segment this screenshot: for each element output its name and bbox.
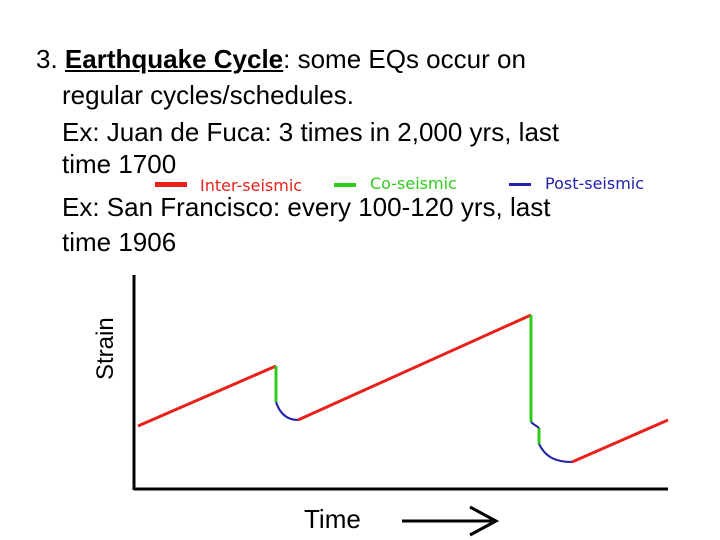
post-seismic-curve-1 — [275, 401, 299, 421]
slide-text: 3. Earthquake Cycle: some EQs occur on r… — [36, 43, 560, 257]
legend-item-post-seismic: Post-seismic — [509, 174, 644, 193]
legend-swatch-co-seismic — [334, 183, 356, 187]
item-number: 3. — [36, 44, 58, 74]
example-san-francisco-cont: time 1906 — [62, 227, 177, 257]
legend-item-inter-seismic: Inter-seismic — [155, 176, 302, 195]
inter-seismic-segment-3 — [571, 418, 669, 464]
inter-seismic-segment-2 — [297, 313, 532, 422]
legend-label-inter-seismic: Inter-seismic — [200, 176, 302, 195]
line1-rest: : some EQs occur on — [283, 44, 526, 74]
x-axis-label: Time — [304, 504, 361, 534]
earthquake-cycle-term: Earthquake Cycle — [64, 44, 284, 74]
legend-label-post-seismic: Post-seismic — [545, 174, 644, 193]
legend-item-co-seismic: Co-seismic — [334, 174, 457, 193]
legend-swatch-post-seismic — [509, 183, 531, 186]
bullet-line-1: 3. Earthquake Cycle: some EQs occur on — [36, 43, 526, 75]
legend: Inter-seismic Co-seismic Post-seismic — [155, 174, 644, 195]
example-san-francisco: Ex: San Francisco: every 100-120 yrs, la… — [62, 192, 551, 222]
example-juan-de-fuca: Ex: Juan de Fuca: 3 times in 2,000 yrs, … — [62, 117, 560, 147]
bullet-line-2: regular cycles/schedules. — [62, 80, 354, 110]
time-arrow — [402, 505, 500, 537]
legend-swatch-inter-seismic — [155, 182, 187, 187]
post-seismic-curve-2 — [538, 443, 573, 463]
post-seismic-link-2 — [530, 421, 540, 429]
y-axis-label: Strain — [92, 317, 119, 380]
legend-label-co-seismic: Co-seismic — [370, 174, 457, 193]
inter-seismic-segment-1 — [137, 364, 277, 428]
example-juan-de-fuca-cont: time 1700 — [62, 149, 177, 179]
